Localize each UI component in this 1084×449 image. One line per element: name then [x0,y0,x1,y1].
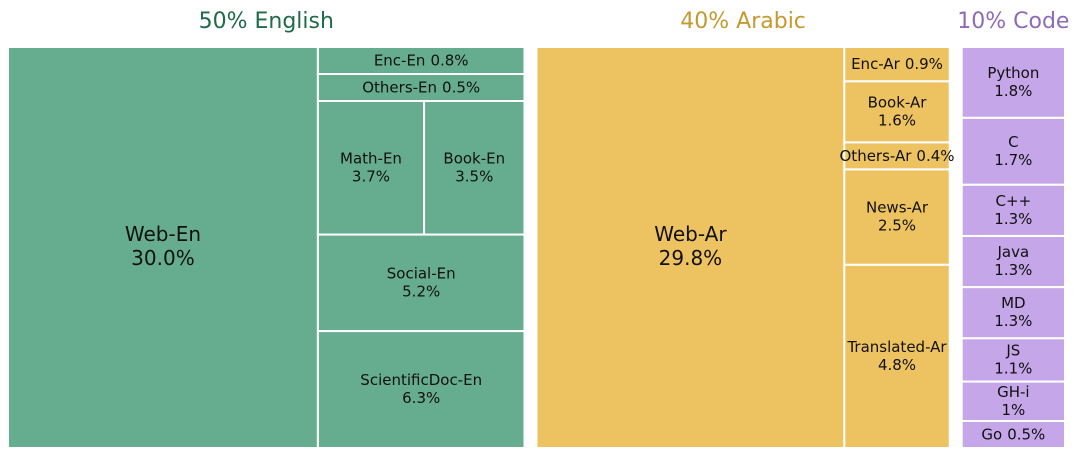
leaf-value-label: 0.5% [1007,425,1045,443]
leaf [316,330,526,449]
leaf-label: Others-En 0.5% [362,78,480,96]
leaf-value-label: 1.6% [878,111,916,129]
leaf [843,263,951,449]
leaf-name: GH-i [997,383,1029,401]
leaf-name: News-Ar [866,199,929,217]
leaf [316,233,526,333]
leaf-name: Translated-Ar [846,338,947,356]
leaf [843,80,951,144]
leaf-name: Java [997,243,1030,261]
leaf [960,380,1067,423]
leaf [960,337,1067,383]
leaf-value-label: 6.3% [402,389,440,407]
leaf-name: C++ [996,192,1032,210]
leaf-value-label: 1.1% [994,359,1032,377]
leaf-name: Enc-En [374,51,426,69]
leaf-value-label: 1.8% [994,82,1032,100]
leaf [960,46,1067,119]
leaf-value-label: 0.5% [442,78,480,96]
leaf-label: Enc-Ar 0.9% [851,55,943,73]
leaf-label: Go 0.5% [981,425,1045,443]
leaf-value-label: 0.8% [430,51,468,69]
leaf-value-label: 1.3% [994,210,1032,228]
leaf-value-label: 5.2% [402,282,440,300]
leaf-name: Others-En [362,78,437,96]
leaf [535,46,846,449]
leaf [960,234,1067,289]
leaf-name: Others-Ar [840,146,913,164]
leaf [843,168,951,266]
leaf [960,420,1067,449]
leaf-name: Web-En [125,222,201,246]
leaf [960,183,1067,237]
leaf-name: JS [1005,341,1020,359]
leaf-value-label: 2.5% [878,217,916,235]
leaf-name: Book-Ar [868,93,928,111]
leaf-name: Go [981,425,1002,443]
leaf [843,141,951,171]
group-label: 10% Code [957,9,1069,34]
leaf-name: Social-En [387,264,456,282]
leaf-value-label: 0.4% [916,146,954,164]
leaf [960,286,1067,340]
leaf-label: Others-Ar 0.4% [840,146,955,164]
leaf-name: MD [1001,294,1026,312]
leaf-value-label: 1% [1001,401,1025,419]
leaf-value-label: 3.5% [455,167,493,185]
leaf-name: Python [987,64,1039,82]
leaf-value-label: 1.3% [994,312,1032,330]
group-label: 50% English [199,9,334,34]
leaf-label: Enc-En 0.8% [374,51,469,69]
leaf-value-label: 1.7% [994,151,1032,169]
leaf-value-label: 1.3% [994,261,1032,279]
leaf [7,46,319,449]
leaf-name: C [1008,133,1018,151]
leaf-value-label: 3.7% [352,167,390,185]
leaf-name: ScientificDoc-En [360,371,482,389]
leaf-value-label: 30.0% [131,246,195,270]
leaf-value-label: 29.8% [659,246,723,270]
leaf-name: Math-En [340,149,402,167]
leaf-value-label: 4.8% [878,356,916,374]
group-label: 40% Arabic [680,9,806,34]
leaf-name: Enc-Ar [851,55,901,73]
leaf-name: Web-Ar [654,222,727,246]
leaf-value-label: 0.9% [905,55,943,73]
leaf-name: Book-En [443,149,505,167]
